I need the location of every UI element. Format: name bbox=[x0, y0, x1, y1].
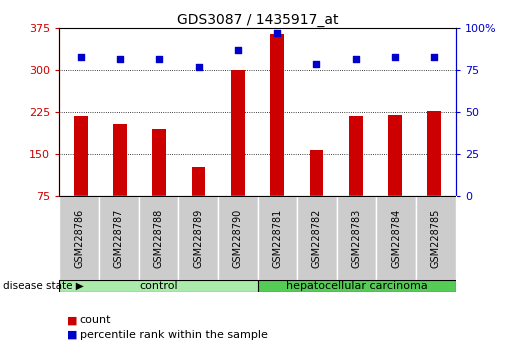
Text: GSM228784: GSM228784 bbox=[391, 209, 401, 268]
Text: disease state ▶: disease state ▶ bbox=[3, 281, 83, 291]
Text: ■: ■ bbox=[67, 315, 77, 325]
Text: GSM228782: GSM228782 bbox=[312, 209, 322, 268]
Text: ■: ■ bbox=[67, 330, 77, 339]
Bar bbox=[258, 196, 297, 280]
Bar bbox=[139, 196, 178, 280]
Point bbox=[312, 61, 320, 67]
Text: GSM228787: GSM228787 bbox=[114, 209, 124, 268]
Text: GSM228783: GSM228783 bbox=[352, 209, 362, 268]
Bar bbox=[337, 196, 376, 280]
Bar bbox=[231, 70, 245, 196]
Bar bbox=[218, 196, 258, 280]
Bar bbox=[152, 129, 166, 196]
Bar bbox=[192, 167, 205, 196]
Text: count: count bbox=[80, 315, 111, 325]
Bar bbox=[416, 196, 456, 280]
Bar bbox=[297, 196, 337, 280]
Bar bbox=[59, 196, 99, 280]
Bar bbox=[427, 111, 441, 196]
Point bbox=[391, 54, 399, 60]
Text: hepatocellular carcinoma: hepatocellular carcinoma bbox=[286, 281, 427, 291]
Text: control: control bbox=[139, 281, 178, 291]
Point bbox=[273, 30, 281, 36]
Point bbox=[116, 56, 124, 62]
Point bbox=[155, 56, 163, 62]
Bar bbox=[270, 34, 284, 196]
Bar bbox=[178, 196, 218, 280]
Bar bbox=[310, 150, 323, 196]
Title: GDS3087 / 1435917_at: GDS3087 / 1435917_at bbox=[177, 13, 338, 27]
Point bbox=[430, 54, 438, 60]
Text: GSM228790: GSM228790 bbox=[233, 209, 243, 268]
Point bbox=[77, 54, 85, 60]
Text: GSM228786: GSM228786 bbox=[74, 209, 84, 268]
Bar bbox=[258, 280, 456, 292]
Point bbox=[195, 64, 203, 70]
Point bbox=[352, 56, 360, 62]
Text: GSM228788: GSM228788 bbox=[153, 209, 163, 268]
Bar bbox=[74, 116, 88, 196]
Point bbox=[234, 47, 242, 53]
Bar bbox=[113, 124, 127, 196]
Bar bbox=[59, 280, 258, 292]
Text: GSM228785: GSM228785 bbox=[431, 209, 441, 268]
Bar bbox=[388, 115, 402, 196]
Bar bbox=[99, 196, 139, 280]
Text: GSM228789: GSM228789 bbox=[193, 209, 203, 268]
Text: GSM228781: GSM228781 bbox=[272, 209, 282, 268]
Bar bbox=[376, 196, 416, 280]
Text: percentile rank within the sample: percentile rank within the sample bbox=[80, 330, 268, 339]
Bar bbox=[349, 116, 363, 196]
